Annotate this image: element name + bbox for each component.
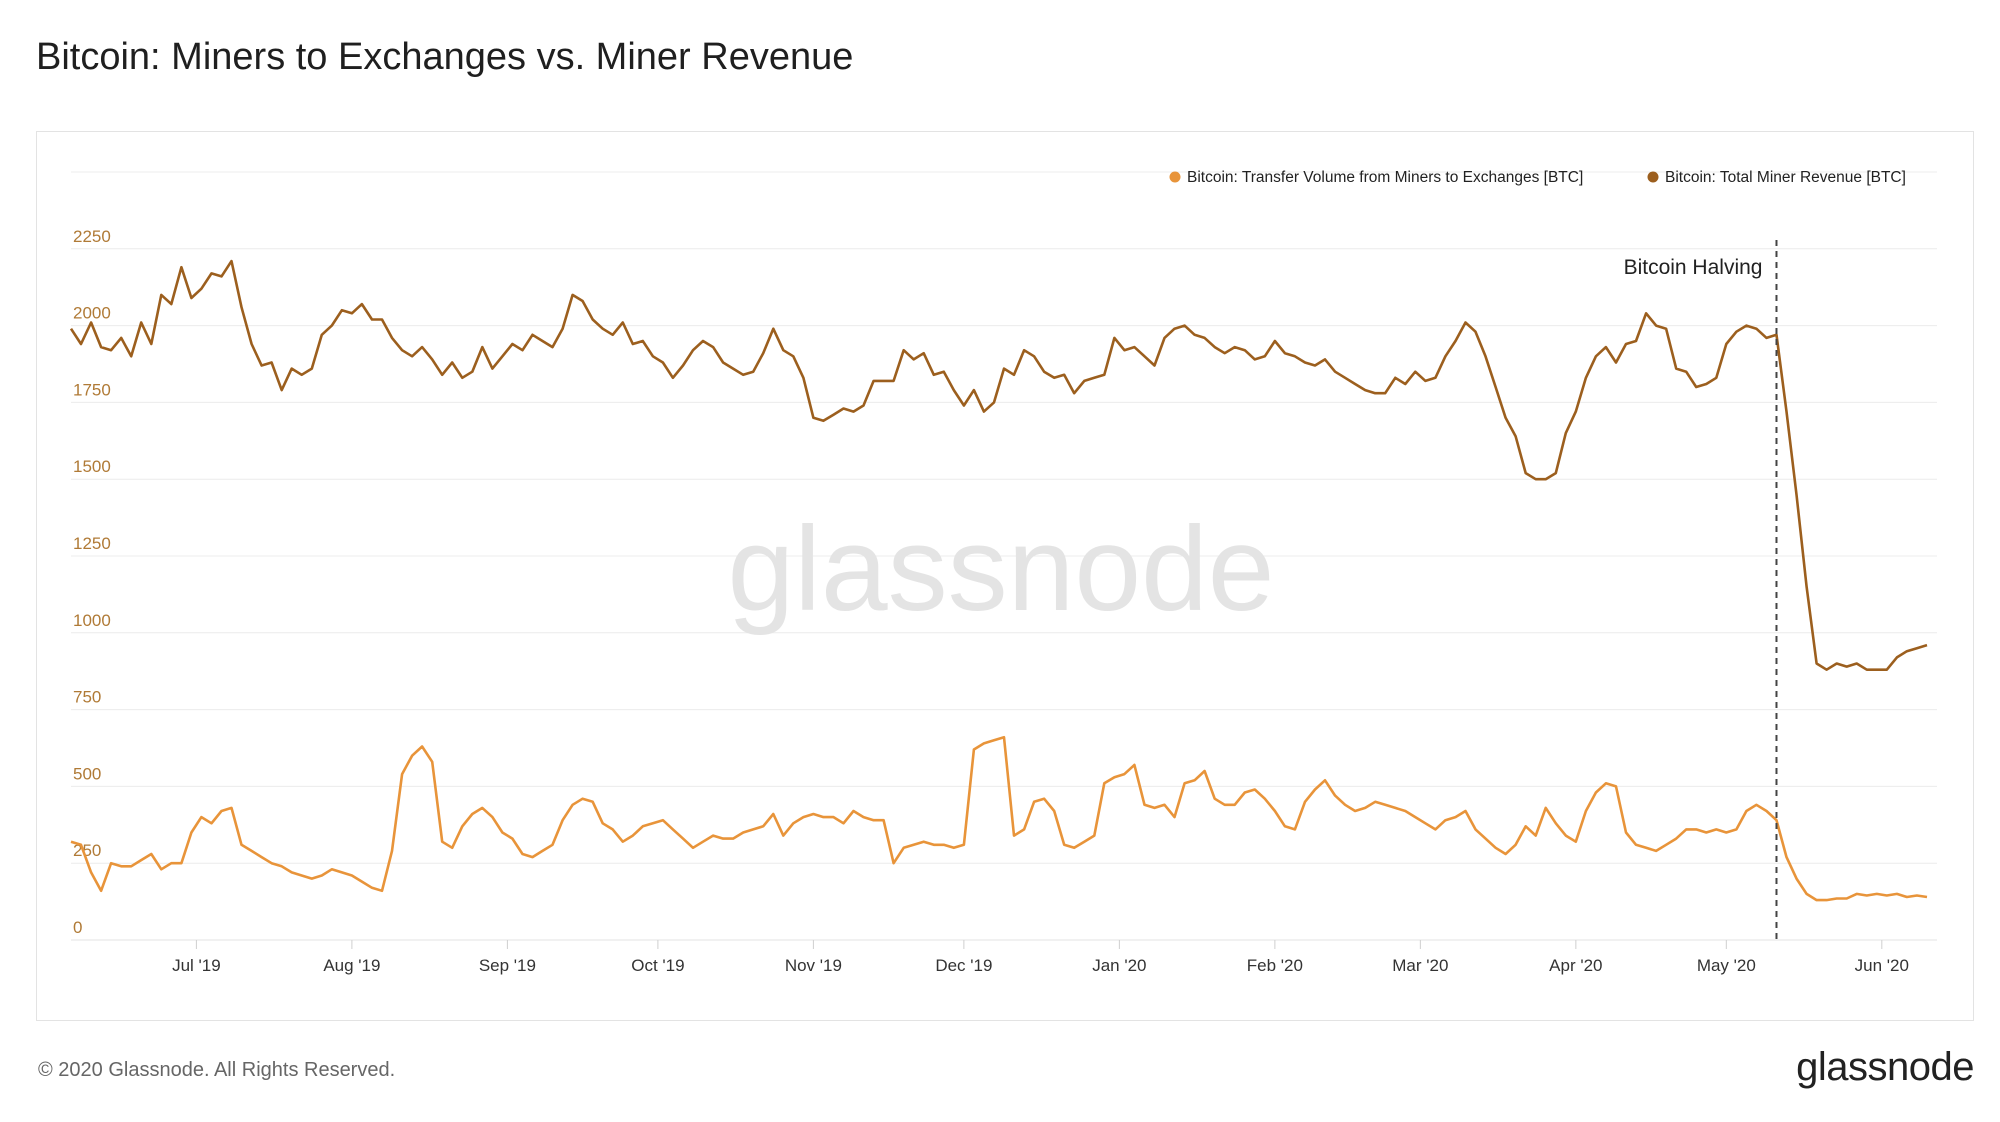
y-tick-label: 2250 [73,227,111,246]
chart-canvas: glassnode 025050075010001250150017502000… [69,169,1937,975]
x-tick-label: May '20 [1697,956,1756,975]
copyright-notice: © 2020 Glassnode. All Rights Reserved. [38,1059,396,1081]
x-axis-ticks: Jul '19 Aug '19 Sep '19 Oct '19 Nov '19 Dec '… [172,940,1909,975]
y-tick-label: 1250 [73,534,111,553]
x-tick-label: Feb '20 [1247,956,1303,975]
x-tick-label: Sep '19 [479,956,536,975]
series-lines [69,259,1928,902]
y-tick-label: 0 [73,918,82,937]
series-line-miners-to-exchanges[interactable] [70,735,1928,902]
x-tick-label: Jan '20 [1092,956,1146,975]
chart-title: Bitcoin: Miners to Exchanges vs. Miner R… [36,36,854,78]
y-tick-label: 500 [73,764,101,783]
glassnode-logo[interactable]: glassnode [1796,1045,1974,1089]
x-tick-label: Jul '19 [172,956,221,975]
chart-panel: glassnode 0 250 500 750 1000 1250 1500 1750 2000… [36,131,1974,1021]
x-tick-label: Aug '19 [323,956,380,975]
y-tick-label: 750 [73,688,101,707]
y-tick-label: 1750 [73,380,111,399]
watermark: glassnode [727,502,1274,636]
series-line-miner-revenue[interactable] [69,259,1928,671]
legend-item-exchanges[interactable]: Bitcoin: Transfer Volume from Miners to … [1187,169,1583,186]
x-tick-label: Jun '20 [1855,956,1909,975]
x-tick-label: Nov '19 [785,956,842,975]
x-tick-label: Mar '20 [1392,956,1448,975]
x-tick-label: Oct '19 [631,956,684,975]
legend-dot-exchanges [1169,171,1181,183]
legend-item-revenue[interactable]: Bitcoin: Total Miner Revenue [BTC] [1665,169,1906,186]
halving-label: Bitcoin Halving [1624,256,1763,279]
y-tick-label: 2000 [73,304,111,323]
halving-annotation: Bitcoin Halving [1624,240,1778,940]
legend[interactable]: Bitcoin: Transfer Volume from Miners to … [1169,169,1906,186]
grid-lines [71,171,1937,941]
y-tick-label: 1500 [73,457,111,476]
x-tick-label: Apr '20 [1549,956,1602,975]
x-tick-label: Dec '19 [935,956,992,975]
y-tick-label: 1000 [73,611,111,630]
legend-dot-revenue [1647,171,1659,183]
